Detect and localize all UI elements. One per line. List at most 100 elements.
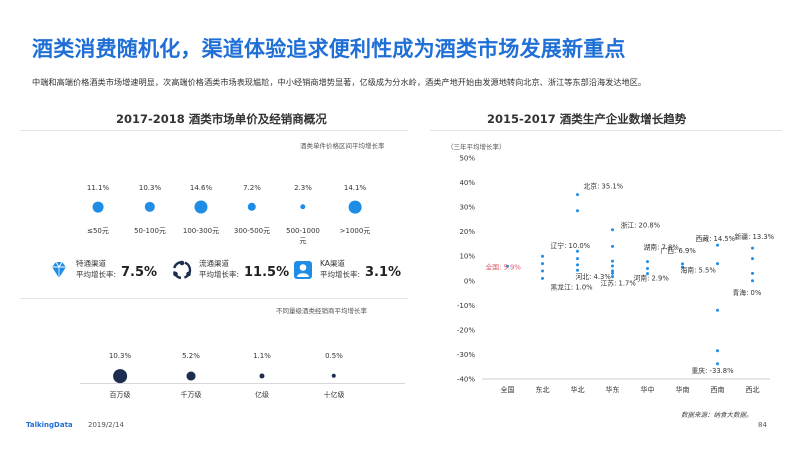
price-category-line: ≤50元 xyxy=(87,227,109,235)
brand-logo: TalkingData xyxy=(26,421,73,429)
data-point xyxy=(541,262,544,266)
right-panel-title: 2015-2017 酒类生产企业数增长趋势 xyxy=(487,112,687,126)
y-tick-label: -10% xyxy=(457,302,475,310)
data-point xyxy=(646,272,649,276)
dealer-bubble xyxy=(331,373,337,379)
data-point xyxy=(716,243,719,247)
footer-date: 2019/2/14 xyxy=(88,421,124,429)
dealer-category-label: 千万级 xyxy=(180,391,202,399)
x-tick-label: 华北 xyxy=(571,385,585,394)
point-annotation: 江苏: 1.7% xyxy=(601,279,637,288)
channel-rate: 3.1% xyxy=(365,265,402,280)
x-tick-label: 华东 xyxy=(606,385,620,394)
dealer-axis xyxy=(80,383,405,384)
page-subtitle: 中端和高端价格酒类市场增速明显，次高端价格酒类市场表现尴尬，中小经销商增势显著，… xyxy=(32,77,647,87)
data-point xyxy=(751,279,754,283)
data-point xyxy=(751,246,754,250)
point-annotation: 湖南: 7.8% xyxy=(644,243,680,252)
data-point xyxy=(576,193,579,197)
point-annotation: 河南: 2.9% xyxy=(634,274,670,283)
data-point xyxy=(751,257,754,261)
diamond-icon xyxy=(52,261,66,278)
data-point xyxy=(611,275,614,279)
x-tick-label: 西北 xyxy=(746,386,760,394)
page-title: 酒类消费随机化，渠道体验追求便利性成为酒类市场发展新重点 xyxy=(32,37,626,61)
channel-rate-label: 平均增长率: xyxy=(199,270,240,279)
data-point xyxy=(716,308,719,312)
price-value-label: 14.6% xyxy=(189,184,213,192)
person-icon xyxy=(294,261,312,279)
price-bubble xyxy=(247,202,257,212)
data-point xyxy=(506,264,509,268)
price-category-line: 元 xyxy=(299,237,307,245)
right-chart-ylabel: （三年平均增长率） xyxy=(447,143,506,151)
price-value-label: 7.2% xyxy=(243,184,261,192)
data-point xyxy=(576,249,579,253)
data-point xyxy=(611,244,614,248)
data-point xyxy=(541,254,544,258)
data-point xyxy=(611,228,614,232)
y-tick-label: -30% xyxy=(457,351,475,359)
point-annotation: 全国: 5.9% xyxy=(486,262,522,271)
left-panel-divider xyxy=(20,130,408,131)
point-annotation: 西藏: 14.5% xyxy=(696,234,736,243)
data-point xyxy=(646,267,649,270)
price-category-line: >1000元 xyxy=(339,227,371,235)
point-annotation: 广西: 6.9% xyxy=(661,246,697,255)
data-point xyxy=(681,262,684,266)
dealer-value-label: 5.2% xyxy=(182,352,200,360)
y-tick-label: -20% xyxy=(457,326,475,334)
data-point xyxy=(611,271,614,275)
data-point xyxy=(716,262,719,266)
y-tick-label: 10% xyxy=(459,253,475,261)
point-annotation: 重庆: -33.8% xyxy=(692,366,735,375)
data-point xyxy=(611,264,614,268)
source-note: 数据来源：纳食大数据。 xyxy=(681,411,753,419)
price-bubble xyxy=(194,200,208,214)
price-category-line: 50-100元 xyxy=(134,227,166,235)
point-annotation: 海南: 5.5% xyxy=(681,265,717,274)
dealer-category-label: 十亿级 xyxy=(323,391,345,399)
dealer-category-label: 百万级 xyxy=(109,391,131,399)
dealer-value-label: 0.5% xyxy=(325,352,343,360)
point-annotation: 辽宁: 10.0% xyxy=(551,241,591,250)
point-annotation: 新疆: 13.3% xyxy=(735,232,775,241)
data-point xyxy=(576,268,579,272)
data-point xyxy=(541,269,544,273)
data-point xyxy=(716,362,719,366)
channel-rate: 7.5% xyxy=(121,265,158,280)
data-point xyxy=(716,349,719,353)
dealer-bubble xyxy=(259,373,265,379)
x-tick-label: 西南 xyxy=(711,385,725,394)
left-panel-title: 2017-2018 酒类市场单价及经销商概况 xyxy=(116,112,327,126)
price-value-label: 10.3% xyxy=(138,184,162,192)
data-point xyxy=(541,276,544,280)
y-tick-label: 20% xyxy=(459,228,475,236)
x-tick-label: 全国 xyxy=(501,385,515,394)
price-category-label: 100-300元 xyxy=(183,226,219,236)
price-category-line: 100-300元 xyxy=(182,227,220,235)
data-point xyxy=(611,259,614,263)
channel-name: KA渠道 xyxy=(320,259,345,268)
price-bubble xyxy=(92,201,104,213)
dealer-chart-label: 不同量级酒类经销商平均增长率 xyxy=(276,307,367,315)
data-point xyxy=(576,257,579,261)
dealer-bubble xyxy=(113,369,127,383)
price-category-label: ≤50元 xyxy=(87,226,109,236)
x-tick-label: 东北 xyxy=(536,385,550,394)
channel-rate-label: 平均增长率: xyxy=(320,270,361,279)
point-annotation: 浙江: 20.8% xyxy=(621,221,661,230)
data-point xyxy=(611,269,614,273)
price-category-label: 50-100元 xyxy=(134,226,166,236)
data-point xyxy=(576,263,579,267)
price-value-label: 14.1% xyxy=(343,184,367,192)
dealer-value-label: 1.1% xyxy=(253,352,271,360)
dealer-category-label: 亿级 xyxy=(255,391,269,399)
channel-rate: 11.5% xyxy=(244,265,290,280)
price-category-line: 300-500元 xyxy=(233,227,271,235)
dealer-value-label: 10.3% xyxy=(108,352,132,360)
y-tick-label: 40% xyxy=(459,179,475,187)
price-value-label: 2.3% xyxy=(294,184,312,192)
channel-name: 特通渠道 xyxy=(76,259,106,268)
